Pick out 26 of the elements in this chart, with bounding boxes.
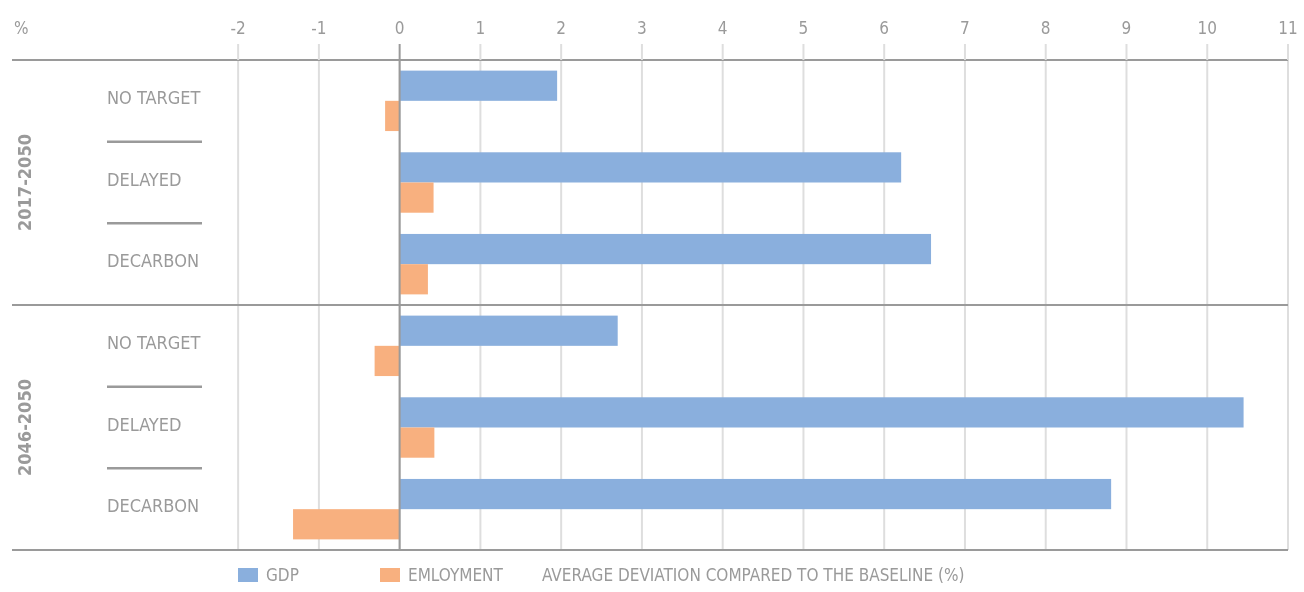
x-tick-label: 3 (637, 18, 647, 38)
x-tick-label: 2 (556, 18, 567, 38)
y-tick-label: NO TARGET (107, 331, 201, 353)
y-tick-label: DELAYED (107, 168, 182, 190)
x-tick-label: 0 (394, 18, 405, 38)
x-tick-label: -2 (230, 18, 246, 38)
y-tick-label: DECARBON (107, 250, 199, 272)
legend-label: GDP (266, 565, 299, 585)
x-tick-label: 5 (798, 18, 809, 38)
y-tick-label: NO TARGET (107, 86, 201, 108)
x-tick-label: 7 (960, 18, 970, 38)
x-axis-title: % (14, 18, 29, 38)
x-tick-label: 9 (1121, 18, 1132, 38)
y-axis-title: 2017-2050 (14, 134, 35, 231)
y-axis-title: 2046-2050 (14, 379, 35, 476)
legend-label: EMLOYMENT (408, 565, 504, 585)
x-axis-title: AVERAGE DEVIATION COMPARED TO THE BASELINE (%) (542, 565, 965, 585)
x-tick-label: -1 (311, 18, 327, 38)
x-tick-label: 10 (1197, 18, 1217, 38)
x-tick-label: 4 (717, 18, 728, 38)
y-tick-label: DELAYED (107, 413, 182, 435)
x-tick-label: 8 (1040, 18, 1051, 38)
x-tick-label: 11 (1278, 18, 1298, 38)
x-tick-label: 1 (475, 18, 486, 38)
y-tick-label: DECARBON (107, 495, 199, 517)
x-tick-label: 6 (879, 18, 890, 38)
